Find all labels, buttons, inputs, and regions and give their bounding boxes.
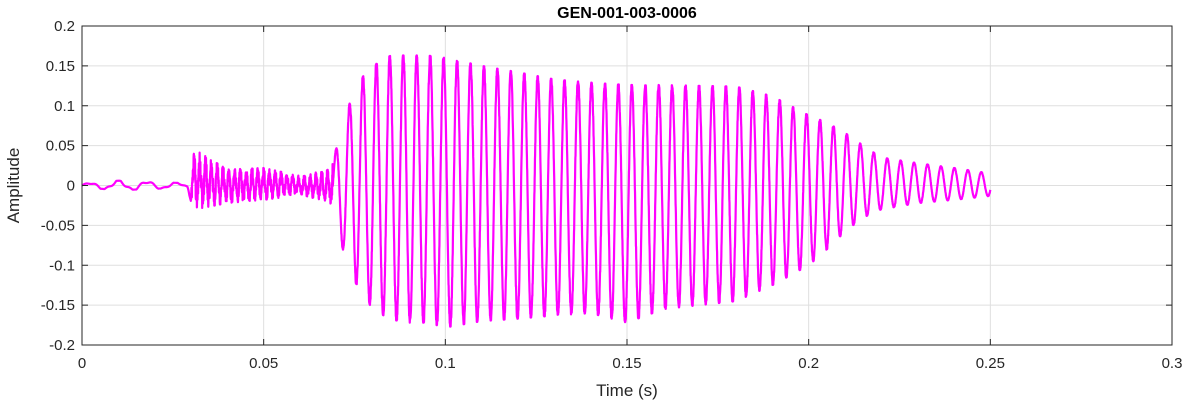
- y-tick-label: -0.15: [41, 297, 75, 314]
- grid: [82, 26, 1172, 345]
- y-tick-label: 0.15: [46, 58, 75, 75]
- x-tick-label: 0: [78, 355, 86, 372]
- x-tick-label: 0.3: [1162, 355, 1183, 372]
- x-tick-label: 0.25: [976, 355, 1005, 372]
- chart-title: GEN-001-003-0006: [557, 5, 697, 22]
- y-tick-label: -0.05: [41, 217, 75, 234]
- y-tick-label: -0.2: [49, 337, 75, 354]
- x-tick-label: 0.15: [612, 355, 641, 372]
- x-tick-label: 0.05: [249, 355, 278, 372]
- y-tick-label: -0.1: [49, 257, 75, 274]
- x-tick-label: 0.1: [435, 355, 456, 372]
- x-tick-label: 0.2: [798, 355, 819, 372]
- ticks: 0 0.05 0.1 0.15 0.2 0.25 0.3 -0.2 -0.15 -0.1 -0.05…: [41, 18, 1183, 372]
- signal-series: [81, 54, 992, 328]
- y-tick-label: 0: [67, 178, 75, 195]
- y-tick-label: 0.1: [54, 98, 75, 115]
- signal-line: [81, 54, 992, 328]
- y-axis-label: Amplitude: [4, 148, 23, 224]
- y-tick-label: 0.05: [46, 138, 75, 155]
- x-axis-label: Time (s): [596, 381, 658, 400]
- y-tick-label: 0.2: [54, 18, 75, 35]
